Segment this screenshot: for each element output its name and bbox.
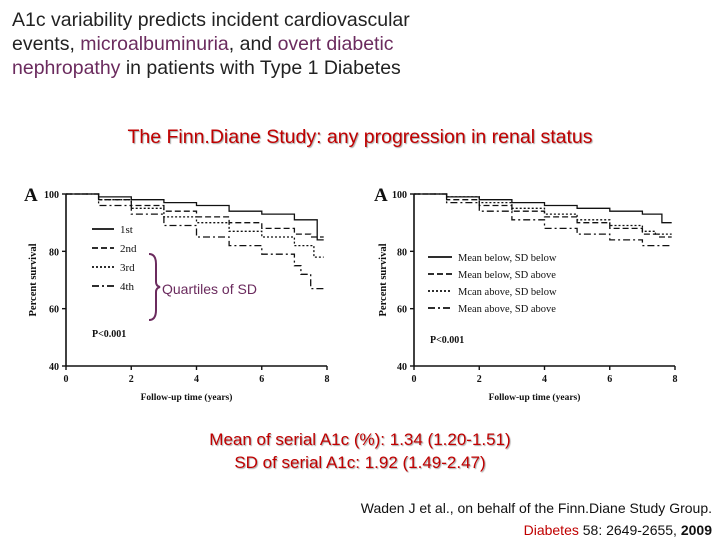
- chart-mean-sd: A 40 60 80 100 0 2 4 6 8 Follow-up time (years) Per…: [374, 185, 678, 403]
- p-value-label: P<0.001: [430, 335, 464, 346]
- x-tick-label: 0: [64, 374, 69, 385]
- y-axis-title: Percent survival: [28, 243, 39, 316]
- title-text-events: events,: [12, 33, 81, 55]
- title-highlight-overt: overt diabetic: [277, 33, 394, 55]
- series-line-4: [66, 193, 324, 290]
- y-tick-label: 100: [44, 190, 59, 201]
- x-tick-label: 8: [673, 374, 678, 385]
- y-tick-label: 80: [49, 247, 59, 258]
- reference-authors: Waden J et al., on behalf of the Finn.Di…: [360, 500, 712, 516]
- reference-pages: 58: 2649-2655,: [578, 522, 681, 538]
- legend-label-4: 4th: [120, 281, 135, 293]
- legend-label-2: 2nd: [120, 243, 137, 255]
- slide-title: A1c variability predicts incident cardio…: [12, 8, 572, 80]
- legend-brace: [148, 253, 161, 321]
- y-tick-label: 60: [49, 305, 59, 316]
- reference-citation: Diabetes 58: 2649-2655, 2009: [524, 522, 712, 538]
- series-line-2: [414, 193, 672, 238]
- legend-label-1: Mean below, SD below: [458, 253, 557, 264]
- y-axis-title: Percent survival: [378, 243, 389, 316]
- y-tick-label: 40: [49, 362, 59, 373]
- x-tick-label: 4: [194, 374, 199, 385]
- chart-quartiles: A 40 60 80 100 0 2 4 6 8 Follow-up time (years) Per…: [24, 185, 330, 403]
- y-tick-label: 100: [392, 190, 407, 201]
- legend-label-1: 1st: [120, 224, 133, 236]
- x-tick-label: 2: [477, 374, 482, 385]
- study-subtitle: The Finn.Diane Study: any progression in…: [127, 126, 593, 148]
- panel-label: A: [24, 185, 38, 206]
- stat-mean: Mean of serial A1c (%): 1.34 (1.20-1.51): [209, 430, 511, 449]
- legend-label-2: Mean below, SD above: [458, 270, 556, 281]
- series-line-2: [66, 193, 324, 238]
- legend-label-3: 3rd: [120, 262, 135, 274]
- x-tick-label: 0: [412, 374, 417, 385]
- title-line-1: A1c variability predicts incident cardio…: [12, 9, 410, 31]
- title-highlight-nephropathy: nephropathy: [12, 57, 121, 79]
- series-line-3: [66, 193, 324, 258]
- x-tick-label: 8: [325, 374, 330, 385]
- series-line-1: [66, 193, 324, 241]
- x-tick-label: 6: [259, 374, 264, 385]
- series-line-4: [414, 193, 672, 247]
- legend-label-3: Mcan above, SD below: [458, 287, 557, 298]
- legend-label-4: Mean above, SD above: [458, 304, 556, 315]
- quartiles-annotation: Quartiles of SD: [162, 281, 257, 297]
- series-line-1: [414, 193, 672, 224]
- y-tick-label: 40: [397, 362, 407, 373]
- x-tick-label: 4: [542, 374, 547, 385]
- title-text-type1: in patients with Type 1 Diabetes: [120, 57, 401, 79]
- x-tick-label: 6: [607, 374, 612, 385]
- title-highlight-microalbuminuria: microalbuminuria: [80, 33, 229, 55]
- y-tick-label: 80: [397, 247, 407, 258]
- reference-journal: Diabetes: [523, 522, 579, 538]
- x-axis-title: Follow-up time (years): [489, 392, 581, 403]
- panel-label: A: [374, 185, 388, 206]
- x-tick-label: 2: [129, 374, 134, 385]
- y-tick-label: 60: [397, 305, 407, 316]
- stat-sd: SD of serial A1c: 1.92 (1.49-2.47): [234, 453, 486, 472]
- reference-year: 2009: [680, 522, 712, 538]
- x-axis-title: Follow-up time (years): [141, 392, 233, 403]
- p-value-label: P<0.001: [92, 329, 126, 340]
- title-text-and: , and: [228, 33, 278, 55]
